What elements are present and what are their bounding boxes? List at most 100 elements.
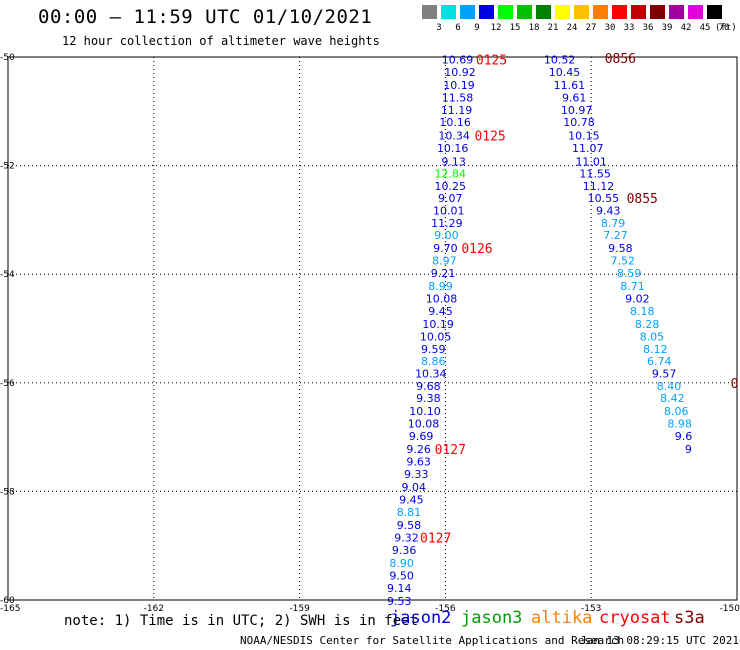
wave-height-reading: 10.16: [437, 142, 469, 155]
scale-label: 21: [547, 23, 559, 33]
scale-label: 45: [699, 23, 711, 33]
legend-item-jason2: jason2: [390, 608, 452, 628]
wave-height-reading: 9.38: [416, 392, 441, 405]
wave-height-reading: 11.07: [572, 142, 604, 155]
wave-height-reading: 10.92: [444, 66, 476, 79]
pass-time-label: 0: [731, 377, 739, 392]
scale-swatch: [707, 5, 722, 19]
wave-height-reading: 9.07: [438, 192, 463, 205]
lon-label: -153: [581, 604, 601, 614]
wave-height-reading: 11.19: [441, 104, 473, 117]
pass-time-label: 0127: [420, 532, 451, 547]
wave-height-reading: 8.97: [432, 255, 457, 268]
wave-height-reading: 10.08: [408, 418, 440, 431]
legend-item-altika: altika: [531, 608, 593, 628]
lat-label: -50: [0, 53, 15, 63]
lon-label: -165: [0, 604, 20, 614]
wave-height-reading: 11.55: [579, 168, 611, 181]
wave-height-reading: 6.74: [647, 355, 672, 368]
wave-height-reading: 8.40: [657, 380, 682, 393]
scale-label: 70: [718, 23, 730, 33]
wave-height-reading: 8.71: [620, 280, 645, 293]
wave-height-reading: 10.01: [433, 205, 465, 218]
pass-time-label: 0127: [435, 443, 466, 458]
wave-height-reading: 9.32: [394, 532, 419, 545]
scale-swatch: [612, 5, 627, 19]
wave-height-reading: 10.52: [544, 54, 576, 67]
note-text: note: 1) Time is in UTC; 2) SWH is in fe…: [64, 613, 419, 629]
wave-height-reading: 11.58: [442, 92, 474, 105]
wave-height-reading: 10.08: [426, 293, 458, 306]
pass-time-label: 0126: [461, 242, 492, 257]
wave-height-reading: 9.13: [441, 155, 466, 168]
lat-label: -56: [0, 379, 15, 389]
wave-height-reading: 9.14: [387, 582, 412, 595]
credit-text: NOAA/NESDIS Center for Satellite Applica…: [240, 634, 625, 647]
wave-height-reading: 7.52: [611, 255, 636, 268]
lon-label: -156: [435, 604, 456, 614]
wave-height-reading: 8.28: [635, 318, 660, 331]
wave-height-reading: 9.59: [421, 343, 446, 356]
wave-height-reading: 10.05: [420, 331, 452, 344]
legend-item-s3a: s3a: [674, 608, 705, 628]
scale-swatch: [460, 5, 475, 19]
scale-swatch: [536, 5, 551, 19]
wave-height-reading: 10.19: [422, 318, 454, 331]
wave-height-reading: 10.97: [561, 104, 593, 117]
wave-height-reading: 10.69: [442, 54, 474, 67]
lon-label: -159: [289, 604, 310, 614]
pass-time-label: 0125: [476, 54, 507, 69]
wave-height-reading: 8.42: [660, 392, 685, 405]
scale-label: 6: [455, 23, 461, 33]
wave-height-reading: 8.06: [664, 405, 689, 418]
wave-height-reading: 9.21: [431, 267, 456, 280]
wave-height-reading: 9.58: [397, 519, 422, 532]
wave-height-reading: 9.69: [409, 430, 434, 443]
wave-height-reading: 9.53: [387, 595, 412, 608]
scale-swatch: [479, 5, 494, 19]
wave-height-reading: 10.16: [439, 116, 471, 129]
scale-label: 3: [436, 23, 442, 33]
lat-label: -60: [0, 596, 15, 606]
wave-height-reading: 9.50: [389, 570, 414, 583]
wave-height-reading: 10.34: [438, 130, 470, 143]
wave-height-reading: 9.58: [608, 242, 633, 255]
lon-label: -150: [720, 604, 740, 614]
timestamp-text: Jan 13 08:29:15 UTC 2021: [580, 634, 739, 647]
wave-height-reading: 9.04: [402, 481, 427, 494]
wave-height-reading: 8.05: [640, 331, 665, 344]
wave-height-reading: 10.34: [415, 368, 447, 381]
scale-swatch: [688, 5, 703, 19]
wave-height-reading: 8.98: [667, 418, 692, 431]
wave-height-reading: 9: [685, 443, 692, 456]
lat-label: -58: [0, 487, 15, 497]
scale-label: 24: [566, 23, 578, 33]
wave-height-reading: 12.84: [435, 168, 467, 181]
wave-height-reading: 9.26: [406, 443, 431, 456]
scale-unit: (ft): [715, 23, 737, 33]
wave-height-reading: 8.99: [428, 280, 453, 293]
scale-swatch: [517, 5, 532, 19]
wave-height-reading: 9.02: [625, 293, 650, 306]
scale-swatch: [555, 5, 570, 19]
wave-height-reading: 9.70: [433, 242, 458, 255]
page-title: 00:00 – 11:59 UTC 01/10/2021: [38, 6, 373, 28]
scale-label: 33: [623, 23, 635, 33]
pass-time-label: 0125: [474, 130, 505, 145]
wave-height-reading: 10.55: [588, 192, 620, 205]
wave-height-reading: 7.27: [603, 229, 628, 242]
wave-height-reading: 9.45: [428, 305, 453, 318]
wave-height-reading: 11.12: [583, 180, 615, 193]
wave-height-reading: 9.43: [596, 205, 621, 218]
wave-height-reading: 9.6: [675, 430, 693, 443]
pass-time-label: 0856: [605, 52, 636, 67]
wave-height-reading: 10.19: [443, 79, 475, 92]
wave-height-reading: 11.61: [554, 79, 586, 92]
scale-swatch: [593, 5, 608, 19]
wave-height-reading: 8.12: [643, 343, 668, 356]
scale-label: 18: [528, 23, 540, 33]
wave-height-reading: 8.86: [421, 355, 446, 368]
lon-label: -162: [144, 604, 164, 614]
scale-label: 36: [642, 23, 654, 33]
scale-label: 9: [474, 23, 480, 33]
